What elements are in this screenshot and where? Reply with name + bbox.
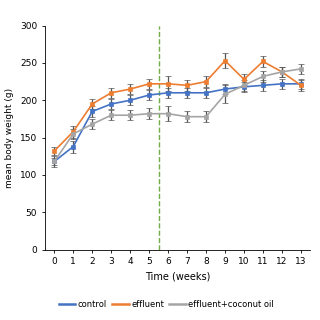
X-axis label: Time (weeks): Time (weeks) (145, 272, 210, 282)
Legend: control, effluent, effluent+coconut oil: control, effluent, effluent+coconut oil (55, 297, 277, 313)
Y-axis label: mean body weight (g): mean body weight (g) (5, 88, 14, 188)
